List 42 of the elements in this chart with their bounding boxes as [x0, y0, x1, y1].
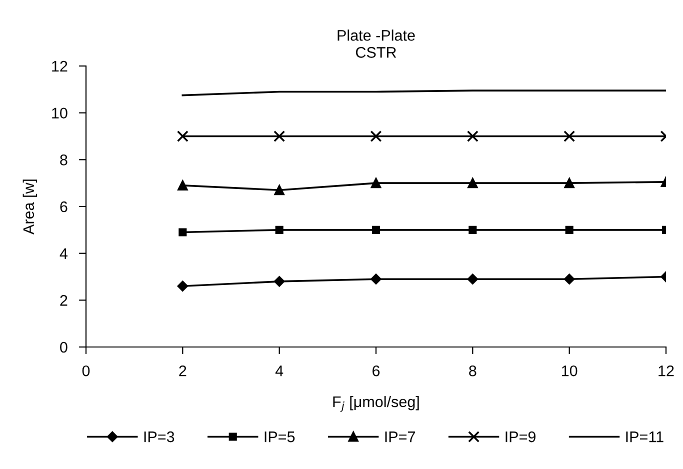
- legend-label: IP=5: [264, 432, 295, 442]
- y-tick-label: 4: [60, 248, 68, 259]
- x-axis-title: F$_{j}$ [μmol/seg]: [333, 396, 419, 412]
- point: [370, 130, 382, 142]
- point: [468, 178, 478, 188]
- point: [468, 226, 477, 234]
- y-tick-label: 8: [60, 154, 68, 166]
- legend-label: IP=7: [385, 432, 415, 442]
- x-tick-label: 0: [82, 365, 90, 376]
- x-tick-label: 12: [658, 365, 674, 376]
- point: [178, 228, 187, 236]
- point: [565, 226, 574, 234]
- y-tick-label: 2: [60, 295, 68, 306]
- x-tick-label: 2: [179, 365, 186, 376]
- point: [274, 276, 285, 287]
- point: [564, 178, 574, 188]
- point: [370, 274, 382, 284]
- y-tick-label: 12: [52, 60, 68, 72]
- point: [176, 130, 188, 142]
- x-tick-label: 10: [562, 365, 578, 376]
- point: [275, 226, 284, 234]
- legend-label: IP=3: [144, 431, 174, 442]
- y-axis-title: Area [w]: [22, 180, 38, 234]
- y-tick-label: 0: [60, 342, 68, 353]
- point: [467, 274, 478, 284]
- x-tick-label: 6: [372, 365, 380, 376]
- point: [564, 130, 576, 142]
- point: [372, 226, 380, 234]
- point: [370, 178, 382, 188]
- point: [274, 185, 284, 196]
- point: [178, 180, 188, 190]
- point: [177, 280, 188, 292]
- chart-title: Plate -Plate CSTR: [338, 30, 415, 58]
- legend-label: IP=9: [506, 431, 536, 442]
- y-tick-label: 6: [60, 201, 68, 212]
- point: [564, 274, 575, 284]
- y-tick-label: 10: [52, 108, 68, 119]
- point: [466, 130, 478, 142]
- legend-label: IP=11: [626, 432, 664, 442]
- x-tick-label: 4: [275, 366, 284, 376]
- point: [274, 130, 286, 142]
- x-tick-label: 8: [469, 365, 476, 376]
